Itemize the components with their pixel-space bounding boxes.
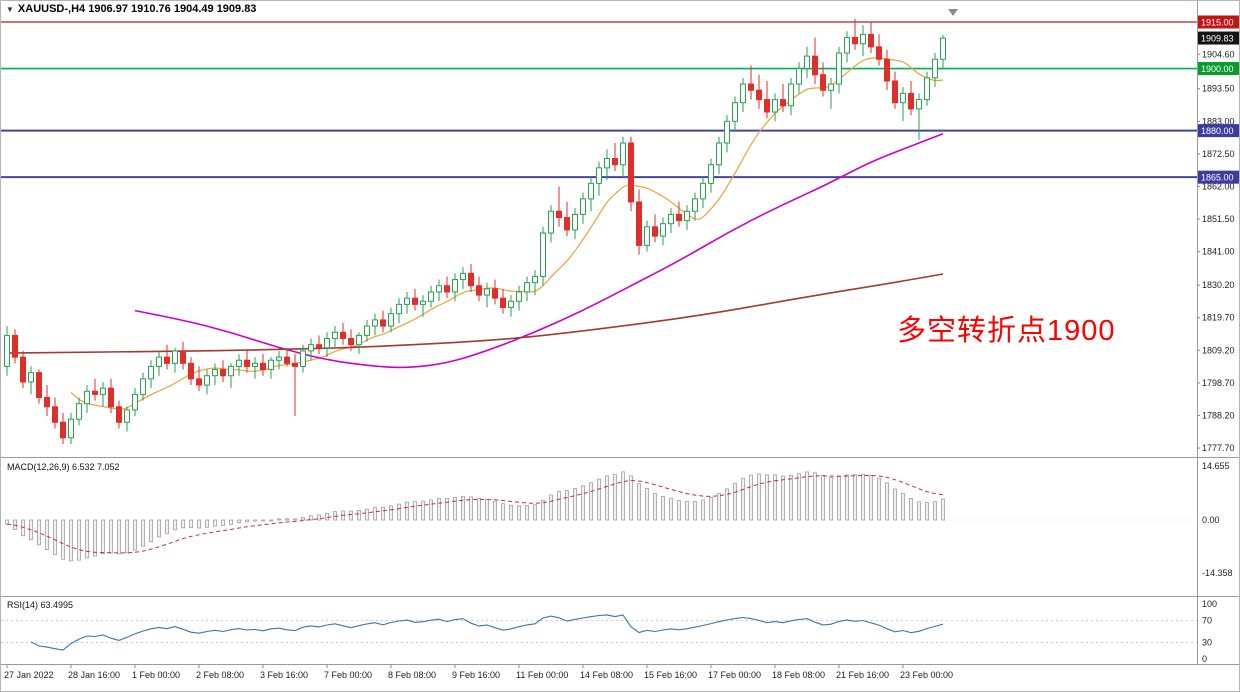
svg-text:1883.00: 1883.00 [1202,116,1235,126]
price-level-lines [1,21,1197,179]
svg-text:1798.70: 1798.70 [1202,378,1235,388]
price-badge [1198,31,1239,45]
svg-text:14 Feb 08:00: 14 Feb 08:00 [580,670,633,680]
svg-text:1904.60: 1904.60 [1202,49,1235,59]
svg-text:1819.70: 1819.70 [1202,313,1235,323]
ma-line-slow-darkred [6,273,944,354]
svg-text:1841.00: 1841.00 [1202,247,1235,257]
macd-indicator-plot [1,471,1197,562]
symbol-info-bar: ▼ XAUUSD-,H4 1906.97 1910.76 1904.49 1909… [6,3,256,15]
svg-text:1900.00: 1900.00 [1201,64,1234,74]
moving-average-lines [6,57,944,410]
svg-text:1893.50: 1893.50 [1202,84,1235,94]
svg-text:21 Feb 16:00: 21 Feb 16:00 [836,670,889,680]
svg-text:1851.50: 1851.50 [1202,214,1235,224]
svg-text:1865.00: 1865.00 [1201,173,1234,183]
svg-text:15 Feb 16:00: 15 Feb 16:00 [644,670,697,680]
svg-text:1915.00: 1915.00 [1201,18,1234,28]
svg-text:-14.358: -14.358 [1202,568,1233,578]
svg-text:1 Feb 00:00: 1 Feb 00:00 [132,670,180,680]
svg-text:1872.50: 1872.50 [1202,149,1235,159]
svg-text:18 Feb 08:00: 18 Feb 08:00 [772,670,825,680]
axis-labels: 1904.60 1893.50 1883.00 1872.50 1862.00 1851.… [4,15,1239,680]
ma-line-mid-magenta [134,132,944,369]
chart-shift-marker-icon[interactable] [948,9,958,16]
svg-text:100: 100 [1202,599,1217,609]
svg-text:1862.00: 1862.00 [1202,181,1235,191]
svg-text:2 Feb 08:00: 2 Feb 08:00 [196,670,244,680]
symbol-dropdown-icon[interactable]: ▼ [6,5,14,14]
price-badge [1198,170,1239,184]
macd-indicator-label: MACD(12,26,9) 6.532 7.052 [7,462,120,472]
svg-text:9 Feb 16:00: 9 Feb 16:00 [452,670,500,680]
price-badge [1198,15,1239,29]
svg-text:3 Feb 16:00: 3 Feb 16:00 [260,670,308,680]
svg-text:1880.00: 1880.00 [1201,126,1234,136]
chart-annotation-text: 多空转折点1900 [897,315,1116,347]
price-badge [1198,62,1239,76]
svg-text:30: 30 [1202,638,1212,648]
svg-text:1830.20: 1830.20 [1202,280,1235,290]
symbol-ohlc-text: XAUUSD-,H4 1906.97 1910.76 1904.49 1909.… [17,3,257,15]
svg-text:70: 70 [1202,616,1212,626]
rsi-indicator-plot [1,614,1197,651]
svg-text:0.00: 0.00 [1202,515,1220,525]
svg-text:28 Jan 16:00: 28 Jan 16:00 [68,670,120,680]
candlesticks [4,18,946,445]
svg-text:27 Jan 2022: 27 Jan 2022 [4,670,54,680]
rsi-line [30,614,944,651]
macd-signal-line [6,475,944,554]
rsi-indicator-label: RSI(14) 63.4995 [7,600,74,610]
ma-line-fast-orange [70,57,944,410]
svg-text:1788.20: 1788.20 [1202,410,1235,420]
svg-text:1809.20: 1809.20 [1202,345,1235,355]
svg-text:1909.83: 1909.83 [1201,34,1234,44]
price-badge [1198,124,1239,138]
svg-text:11 Feb 00:00: 11 Feb 00:00 [516,670,568,680]
svg-text:17 Feb 00:00: 17 Feb 00:00 [708,670,761,680]
svg-text:0: 0 [1202,654,1207,664]
svg-text:1777.70: 1777.70 [1202,443,1235,453]
svg-text:23 Feb 00:00: 23 Feb 00:00 [900,670,953,680]
svg-text:7 Feb 00:00: 7 Feb 00:00 [324,670,372,680]
svg-text:14.655: 14.655 [1202,461,1230,471]
svg-text:8 Feb 08:00: 8 Feb 08:00 [388,670,436,680]
